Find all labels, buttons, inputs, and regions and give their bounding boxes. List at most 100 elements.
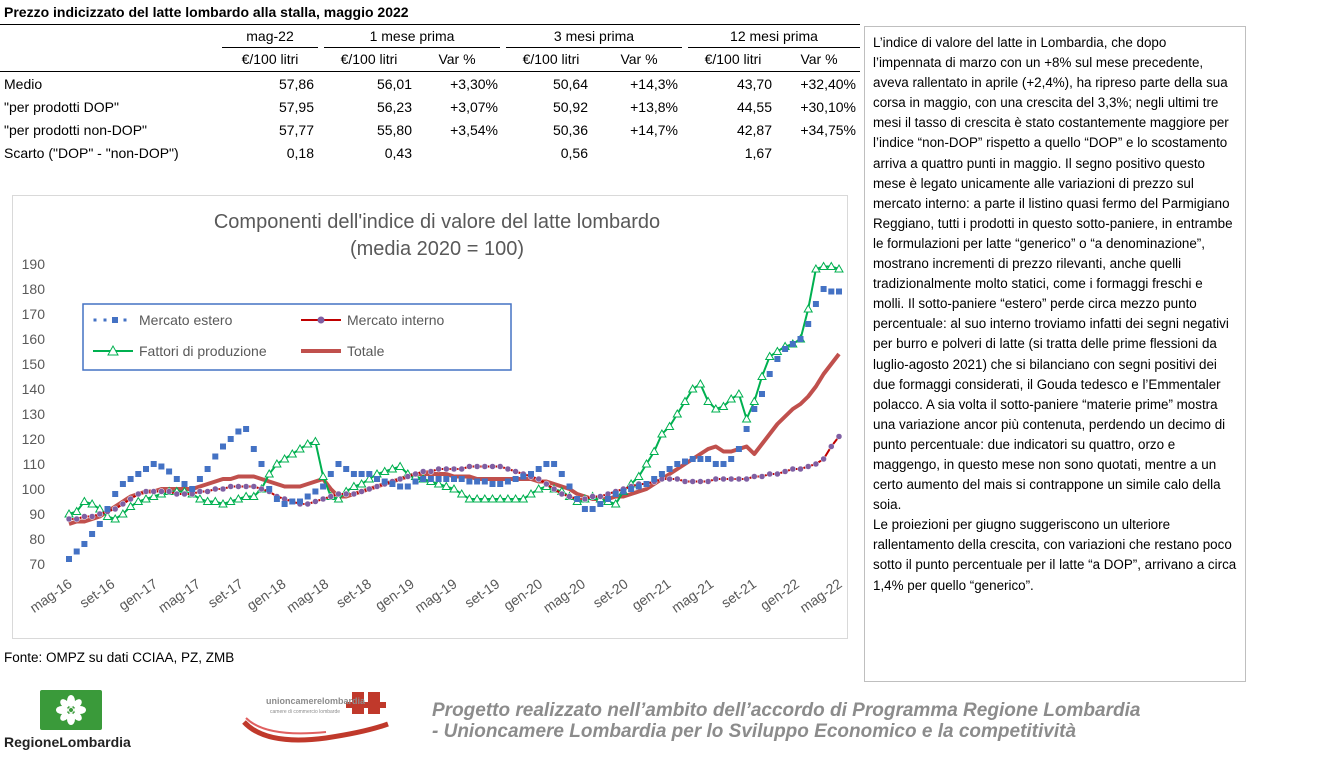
- report-title: Prezzo indicizzato del latte lombardo al…: [4, 4, 409, 20]
- data-point: [435, 465, 442, 473]
- data-point: [125, 501, 136, 510]
- data-point: [297, 498, 303, 505]
- legend: Mercato estero Mercato interno Fattori di …: [82, 303, 512, 371]
- chart-frame: Componenti dell'indice di valore del lat…: [12, 195, 848, 639]
- data-point: [395, 461, 405, 470]
- group-header-3-months: 3 mesi prima: [553, 28, 635, 44]
- legend-marker: [107, 344, 119, 356]
- data-point: [373, 483, 381, 490]
- data-point: [189, 486, 196, 492]
- data-point: [110, 513, 121, 523]
- data-point: [196, 488, 204, 495]
- group-rule: [222, 47, 318, 48]
- data-point: [119, 481, 126, 487]
- data-point: [704, 478, 712, 485]
- data-point: [811, 263, 821, 273]
- data-point: [757, 371, 767, 380]
- data-point: [312, 498, 319, 505]
- table-cell: +14,7%: [630, 122, 678, 138]
- data-point: [710, 403, 721, 413]
- data-point: [387, 463, 398, 473]
- data-point: [497, 481, 504, 487]
- legend-entry: Fattori di produzione: [93, 343, 267, 359]
- y-tick-label: 110: [23, 456, 46, 472]
- data-point: [758, 473, 766, 480]
- x-tick-label: mag-22: [797, 575, 845, 615]
- header-rule: [0, 71, 860, 72]
- data-point: [335, 490, 342, 498]
- table-cell: +30,10%: [800, 99, 856, 115]
- x-tick-label: mag-21: [668, 575, 716, 615]
- x-tick-label: set-17: [205, 575, 246, 611]
- data-point: [743, 475, 750, 483]
- data-point: [682, 458, 688, 465]
- data-point: [118, 508, 128, 518]
- y-tick-label: 90: [29, 506, 45, 522]
- data-point: [427, 468, 435, 475]
- series-mercato-estero: [66, 286, 842, 562]
- data-point: [289, 498, 296, 505]
- data-point: [473, 463, 481, 470]
- data-point: [458, 476, 465, 482]
- y-axis: 70 80 90 100 110 120 130 140 150 160 170 180 190: [22, 256, 46, 572]
- data-point: [111, 505, 119, 513]
- data-point: [697, 478, 704, 485]
- data-point: [335, 461, 342, 467]
- data-point: [474, 478, 481, 485]
- data-point: [651, 476, 658, 482]
- data-point: [243, 426, 250, 432]
- data-point: [666, 466, 673, 472]
- sub-header: €/100 litri: [522, 51, 580, 67]
- data-point: [797, 336, 804, 342]
- legend-swatch: [112, 317, 118, 323]
- data-point: [657, 428, 667, 438]
- data-point: [142, 488, 150, 495]
- legend-swatch: [93, 318, 97, 322]
- data-point: [366, 485, 373, 493]
- row-label: Medio: [4, 76, 43, 92]
- table-cell: +13,8%: [630, 99, 678, 115]
- data-point: [551, 461, 558, 467]
- data-point: [96, 521, 103, 527]
- x-tick-label: mag-16: [27, 575, 75, 615]
- data-point: [680, 396, 690, 405]
- data-point: [828, 443, 835, 450]
- data-point: [712, 475, 720, 483]
- data-point: [272, 458, 282, 468]
- data-point: [364, 473, 375, 483]
- data-point: [464, 493, 475, 503]
- data-point: [574, 496, 581, 502]
- data-point: [643, 481, 650, 487]
- legend-swatch: [103, 318, 107, 322]
- data-point: [812, 460, 820, 468]
- x-tick-label: set-20: [590, 575, 631, 611]
- data-point: [143, 466, 149, 472]
- x-tick-label: gen-18: [244, 575, 289, 613]
- data-point: [281, 501, 288, 507]
- data-point: [805, 321, 812, 327]
- data-point: [789, 341, 796, 347]
- data-point: [466, 478, 473, 485]
- x-tick-label: set-21: [718, 575, 759, 611]
- y-tick-label: 170: [22, 306, 46, 322]
- data-point: [533, 483, 544, 493]
- sub-header: €/100 litri: [241, 51, 299, 67]
- data-point: [597, 493, 604, 500]
- regione-lombardia-name: RegioneLombardia: [4, 734, 131, 750]
- data-point: [420, 476, 427, 482]
- data-point: [535, 466, 542, 472]
- data-point: [112, 491, 119, 497]
- data-point: [589, 506, 596, 512]
- sub-header: Var %: [800, 51, 838, 67]
- legend-entry: Mercato interno: [301, 312, 444, 328]
- data-point: [150, 488, 157, 495]
- data-point: [165, 488, 173, 495]
- data-point: [504, 478, 511, 485]
- data-point: [227, 436, 234, 442]
- data-point: [343, 466, 350, 472]
- data-point: [412, 478, 419, 485]
- data-point: [327, 493, 335, 500]
- data-point: [242, 483, 250, 490]
- y-tick-label: 100: [22, 481, 46, 497]
- data-point: [318, 471, 328, 480]
